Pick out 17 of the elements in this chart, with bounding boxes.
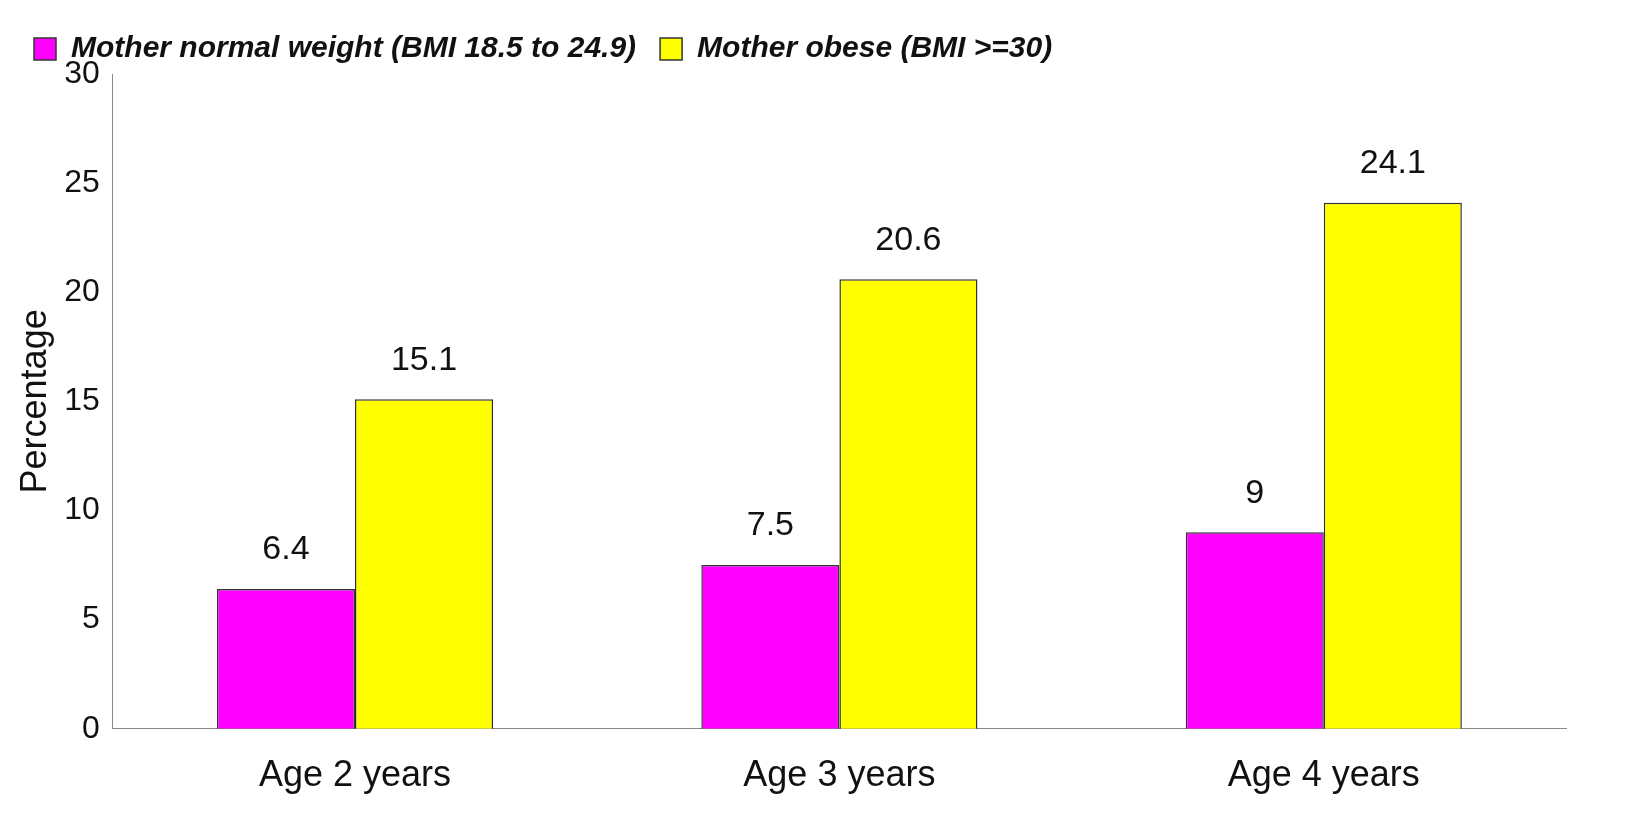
y-tick-label: 25	[64, 162, 100, 199]
data-label: 7.5	[746, 504, 794, 543]
x-tick-label: Age 4 years	[1227, 753, 1420, 795]
y-tick-label: 10	[64, 490, 100, 527]
y-tick-label: 5	[82, 599, 100, 636]
y-tick-label: 15	[64, 381, 100, 418]
y-tick-label: 0	[82, 708, 100, 745]
data-label: 24.1	[1359, 142, 1426, 181]
y-axis-title: Percentage	[12, 309, 54, 494]
data-label: 20.6	[875, 218, 942, 257]
legend-label: Mother obese (BMI >=30)	[697, 30, 1053, 64]
data-label: 6.4	[262, 528, 310, 567]
y-tick-label: 20	[64, 272, 100, 309]
x-tick-label: Age 3 years	[743, 753, 936, 795]
data-label: 9	[1245, 471, 1265, 510]
data-label: 15.1	[390, 338, 458, 377]
x-tick-label: Age 2 years	[258, 753, 452, 795]
